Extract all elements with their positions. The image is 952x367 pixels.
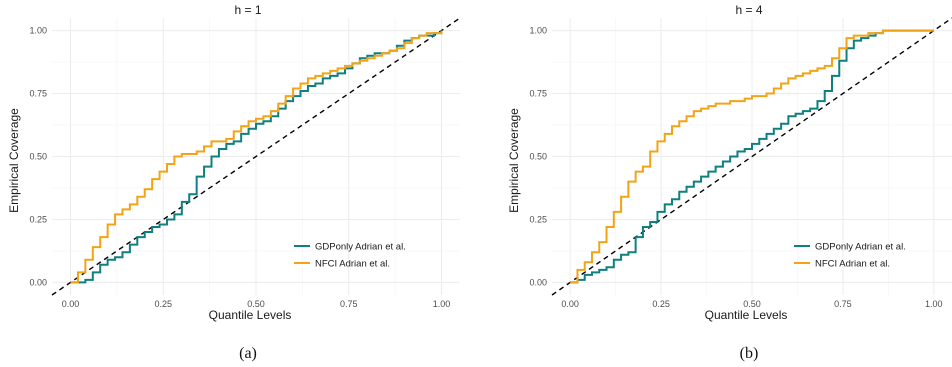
chart-panel-a: 0.00 0.25 0.50 0.75 1.00 0.00 0.25 0.50 0.75 1.00… — [7, 3, 461, 362]
x-tick-label: 0.25 — [155, 299, 173, 309]
chart-panel-b: 0.00 0.25 0.50 0.75 1.00 0.00 0.25 0.50 0.75 1.00… — [507, 3, 952, 362]
panel-caption: (a) — [239, 345, 257, 362]
series-line-nfci — [570, 29, 934, 284]
y-axis-title: Empirical Coverage — [507, 108, 521, 213]
legend: GDPonly Adrian et al. NFCI Adrian et al. — [794, 242, 906, 270]
x-tick-label: 1.00 — [925, 299, 943, 309]
legend-label: NFCI Adrian et al. — [815, 259, 890, 270]
reference-diagonal-line — [551, 17, 952, 296]
x-axis-title: Quantile Levels — [705, 308, 788, 322]
x-tick-label: 0.50 — [743, 299, 761, 309]
chart-title: h = 4 — [735, 3, 762, 17]
y-tick-label: 1.00 — [529, 26, 547, 36]
y-tick-label: 0.75 — [529, 89, 547, 99]
series-line-nfci — [70, 30, 443, 284]
y-tick-label: 0.25 — [529, 214, 547, 224]
legend-label: GDPonly Adrian et al. — [815, 242, 906, 253]
y-axis-title: Empirical Coverage — [7, 108, 21, 213]
x-tick-label: 0.25 — [652, 299, 670, 309]
y-tick-label: 0.00 — [529, 277, 547, 287]
x-tick-label: 1.00 — [433, 299, 451, 309]
y-tick-label: 0.50 — [29, 152, 47, 162]
series-line-gdponly — [70, 30, 443, 284]
y-tick-label: 0.00 — [29, 277, 47, 287]
legend-label: NFCI Adrian et al. — [315, 259, 390, 270]
legend: GDPonly Adrian et al. NFCI Adrian et al. — [294, 242, 406, 270]
chart-title: h = 1 — [234, 3, 261, 17]
reference-diagonal-line — [51, 17, 461, 296]
y-tick-label: 0.50 — [529, 152, 547, 162]
series-line-gdponly — [570, 29, 934, 284]
x-tick-label: 0.75 — [340, 299, 358, 309]
x-tick-label: 0.00 — [62, 299, 80, 309]
x-tick-label: 0.75 — [834, 299, 852, 309]
x-tick-label: 0.00 — [561, 299, 579, 309]
legend-label: GDPonly Adrian et al. — [315, 242, 406, 253]
y-tick-label: 1.00 — [29, 26, 47, 36]
y-tick-label: 0.25 — [29, 214, 47, 224]
x-axis-title: Quantile Levels — [209, 308, 292, 322]
grid — [52, 18, 460, 295]
y-tick-label: 0.75 — [29, 89, 47, 99]
x-tick-label: 0.50 — [247, 299, 265, 309]
panel-caption: (b) — [740, 345, 759, 362]
